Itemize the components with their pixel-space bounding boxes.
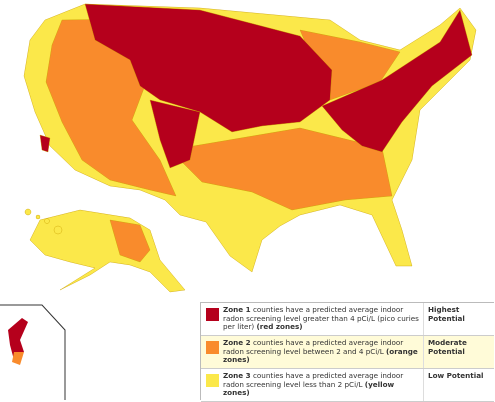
zone-note: (red zones) <box>256 322 303 332</box>
island <box>24 208 32 216</box>
zone-text: counties have a predicted average indoor… <box>223 371 404 389</box>
island <box>35 214 41 220</box>
guam-inset <box>0 304 66 400</box>
potential-label: Highest Potential <box>423 303 488 335</box>
zone1-california <box>39 134 51 153</box>
legend-row: Zone 1 counties have a predicted average… <box>201 303 494 336</box>
alaska-zone2 <box>109 219 151 263</box>
legend-swatch <box>206 374 219 387</box>
alaska-area <box>29 209 186 293</box>
legend-swatch <box>206 308 219 321</box>
legend-description: Zone 3 counties have a predicted average… <box>223 369 423 401</box>
legend-row: Zone 2 counties have a predicted average… <box>201 336 494 369</box>
zone1-plains <box>84 3 333 133</box>
legend: Zone 1 counties have a predicted average… <box>200 302 494 402</box>
legend-description: Zone 1 counties have a predicted average… <box>223 303 423 335</box>
zone-text: counties have a predicted average indoor… <box>223 305 419 332</box>
zone-name: Zone 1 <box>223 305 251 314</box>
potential-label: Low Potential <box>423 369 488 401</box>
zone-name: Zone 2 <box>223 338 251 347</box>
legend-swatch <box>206 341 219 354</box>
guam-zone2 <box>12 352 24 365</box>
legend-description: Zone 2 counties have a predicted average… <box>223 336 423 368</box>
hawaii <box>24 208 63 235</box>
alaska <box>29 209 186 293</box>
island <box>44 218 50 224</box>
zone1-plains-south <box>149 99 201 169</box>
potential-label: Moderate Potential <box>423 336 488 368</box>
zone2-east <box>169 127 393 211</box>
island <box>53 225 63 235</box>
zone-note: (orange zones) <box>223 346 418 365</box>
inset-frame <box>0 304 66 400</box>
zone-name: Zone 3 <box>223 371 251 380</box>
zone1-appalachia <box>321 9 473 153</box>
guam-zone1 <box>8 318 28 360</box>
zone-text: counties have a predicted average indoor… <box>223 338 404 356</box>
zone-note: (yellow zones) <box>223 379 395 398</box>
legend-row: Zone 3 counties have a predicted average… <box>201 369 494 402</box>
us-map <box>23 3 477 273</box>
